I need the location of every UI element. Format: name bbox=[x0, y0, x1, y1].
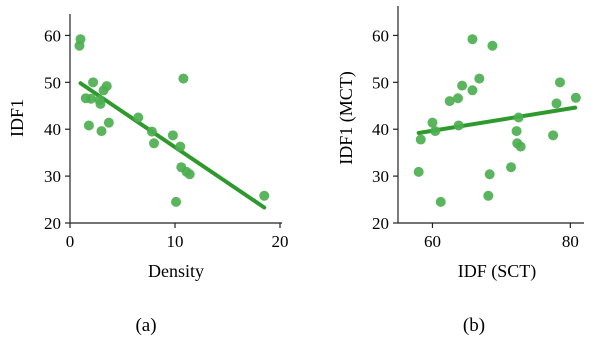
data-point-a-10 bbox=[96, 126, 107, 137]
y-tick-label-a-0: 20 bbox=[44, 214, 61, 233]
data-point-b-13 bbox=[484, 169, 495, 180]
x-tick-label-a-2: 20 bbox=[272, 232, 289, 251]
data-point-a-21 bbox=[171, 196, 182, 207]
x-tick-label-a-1: 10 bbox=[167, 232, 184, 251]
data-point-a-22 bbox=[259, 190, 270, 201]
data-point-b-20 bbox=[548, 130, 559, 141]
data-point-b-4 bbox=[435, 196, 446, 207]
data-point-a-5 bbox=[83, 120, 94, 131]
data-point-b-11 bbox=[474, 73, 485, 84]
data-point-a-20 bbox=[184, 169, 195, 180]
data-point-b-3 bbox=[430, 126, 441, 137]
data-point-a-9 bbox=[101, 81, 112, 92]
caption-a: (a) bbox=[135, 315, 156, 336]
data-point-b-0 bbox=[413, 166, 424, 177]
data-point-a-14 bbox=[149, 138, 159, 149]
data-point-a-11 bbox=[103, 117, 114, 128]
data-point-a-12 bbox=[133, 112, 144, 123]
points-a bbox=[74, 34, 270, 207]
x-tick-label-a-0: 0 bbox=[66, 232, 75, 251]
y-tick-label-b-2: 40 bbox=[372, 120, 389, 139]
y-tick-label-b-1: 30 bbox=[372, 167, 389, 186]
data-point-b-2 bbox=[427, 117, 438, 128]
data-point-a-1 bbox=[74, 40, 85, 51]
data-point-a-16 bbox=[175, 141, 186, 152]
caption-b: (b) bbox=[463, 315, 485, 336]
x-tick-label-b-1: 80 bbox=[562, 232, 579, 251]
data-point-b-19 bbox=[515, 141, 526, 152]
points-b bbox=[413, 34, 581, 207]
data-point-a-15 bbox=[167, 130, 178, 141]
data-point-b-22 bbox=[554, 77, 565, 88]
data-point-b-18 bbox=[513, 112, 524, 123]
data-point-b-16 bbox=[511, 126, 522, 137]
y-axis-title-b: IDF1 (MCT) bbox=[336, 71, 357, 165]
data-point-b-10 bbox=[467, 85, 478, 96]
y-tick-label-a-3: 50 bbox=[44, 73, 61, 92]
data-point-a-4 bbox=[86, 93, 96, 104]
y-tick-label-a-1: 30 bbox=[44, 167, 61, 186]
data-point-b-6 bbox=[452, 93, 463, 104]
data-point-b-21 bbox=[551, 98, 562, 109]
x-tick-label-b-0: 60 bbox=[424, 232, 441, 251]
panel-a: 0 10 20 20 30 40 50 60 Density IDF1 (a) bbox=[7, 14, 289, 336]
y-tick-label-b-0: 20 bbox=[372, 214, 389, 233]
trend-line-a bbox=[78, 81, 267, 210]
data-point-a-13 bbox=[146, 126, 157, 137]
data-point-b-15 bbox=[506, 162, 517, 173]
panel-b: 60 80 20 30 40 50 60 IDF (SCT) IDF1 (MCT) (b) bbox=[336, 6, 584, 336]
ticks-b: 60 80 20 30 40 50 60 bbox=[372, 26, 579, 251]
x-axis-title-b: IDF (SCT) bbox=[458, 261, 537, 282]
y-tick-label-a-4: 60 bbox=[44, 26, 61, 45]
trend-line-b bbox=[416, 105, 578, 135]
data-point-b-14 bbox=[487, 40, 498, 51]
data-point-a-17 bbox=[178, 73, 189, 84]
data-point-b-7 bbox=[453, 120, 464, 131]
y-tick-label-b-4: 60 bbox=[372, 26, 389, 45]
y-tick-label-a-2: 40 bbox=[44, 120, 61, 139]
y-tick-label-b-3: 50 bbox=[372, 73, 389, 92]
data-point-b-12 bbox=[483, 190, 494, 201]
data-point-b-1 bbox=[415, 134, 426, 145]
data-point-a-3 bbox=[88, 77, 99, 88]
data-point-b-9 bbox=[467, 34, 478, 45]
data-point-b-8 bbox=[457, 80, 468, 91]
x-axis-title-a: Density bbox=[148, 261, 204, 281]
data-point-b-23 bbox=[570, 92, 581, 103]
ticks-a: 0 10 20 20 30 40 50 60 bbox=[44, 26, 289, 251]
data-point-a-7 bbox=[95, 98, 106, 109]
y-axis-title-a: IDF1 bbox=[7, 99, 27, 137]
data-point-b-5 bbox=[444, 96, 455, 107]
